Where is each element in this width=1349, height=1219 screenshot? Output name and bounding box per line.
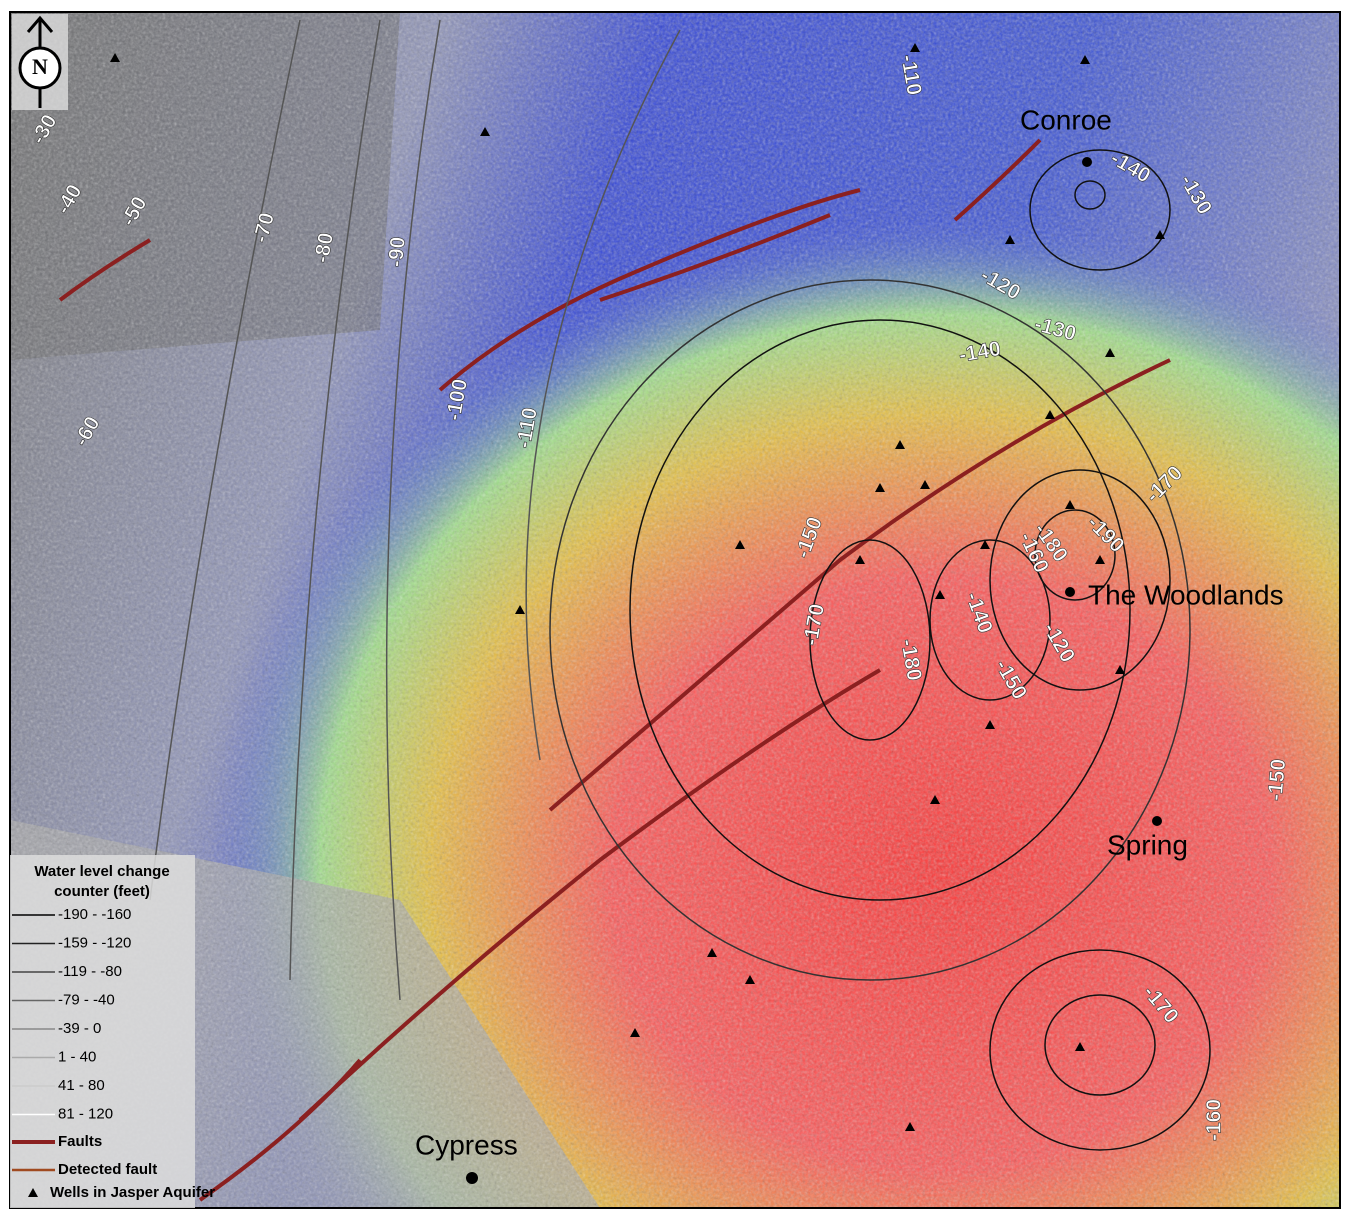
faults [58, 138, 1171, 1202]
contour-label: -80 [310, 231, 338, 265]
legend-label: 41 - 80 [58, 1077, 105, 1094]
contour-label: -160 [1203, 1099, 1226, 1141]
legend: Water level change counter (feet) -190 - -… [10, 855, 215, 1208]
places: Conroe The Woodlands Spring Cypress [415, 104, 1284, 1160]
legend-label: 81 - 120 [58, 1105, 113, 1122]
legend-label: -119 - -80 [58, 963, 122, 980]
legend-label: -39 - 0 [58, 1020, 101, 1037]
legend-label: Detected fault [58, 1161, 157, 1178]
legend-label: Wells in Jasper Aquifer [50, 1184, 215, 1201]
contours [149, 19, 1211, 1151]
place-label: Cypress [415, 1129, 518, 1160]
contour-label: -150 [1264, 758, 1291, 802]
legend-label: 1 - 40 [58, 1048, 96, 1065]
legend-swatch [28, 1188, 38, 1197]
wells [110, 43, 1165, 1184]
basemap [9, 11, 1341, 1209]
contour-label: -90 [384, 236, 410, 268]
legend-label: -190 - -160 [58, 906, 131, 923]
place-label: Conroe [1020, 104, 1112, 135]
north-label: N [32, 54, 48, 79]
legend-title: counter (feet) [54, 883, 150, 900]
north-arrow: N [12, 14, 68, 110]
legend-title: Water level change [34, 863, 169, 880]
place-label: Spring [1107, 829, 1188, 860]
legend-label: Faults [58, 1133, 102, 1150]
legend-label: -159 - -120 [58, 934, 131, 951]
place-label: The Woodlands [1088, 579, 1284, 610]
legend-label: -79 - -40 [58, 991, 115, 1008]
